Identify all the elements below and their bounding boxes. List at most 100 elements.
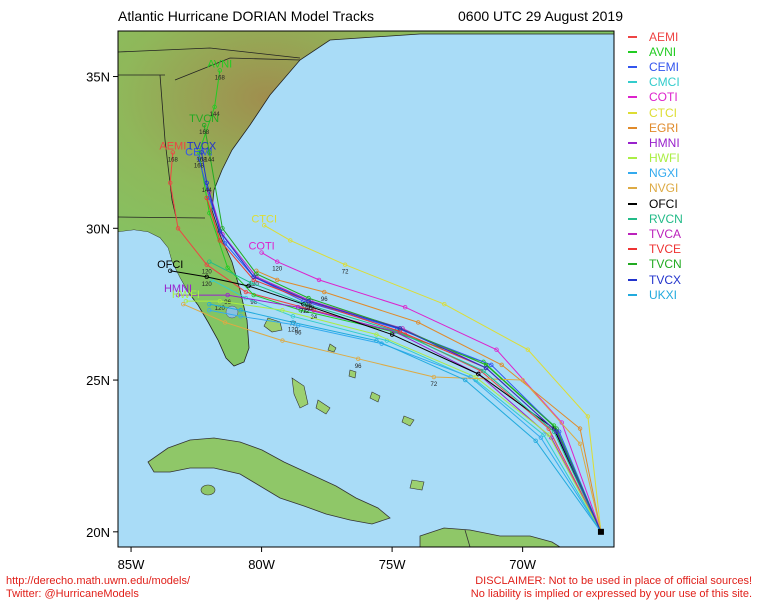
track-point bbox=[181, 301, 186, 307]
track-point bbox=[554, 426, 559, 431]
legend-item-ukxi: UKXI bbox=[628, 287, 683, 302]
track-line bbox=[170, 270, 602, 533]
track-line bbox=[263, 224, 602, 532]
legend-label: TVCE bbox=[649, 242, 682, 257]
forecast-hour-label: 144 bbox=[204, 157, 215, 163]
track-ctci: 72 CTCI bbox=[251, 213, 602, 532]
track-end-label: HMNI bbox=[164, 283, 192, 295]
legend-swatch bbox=[628, 263, 637, 266]
forecast-hour-label: 144 bbox=[202, 188, 213, 194]
disclaimer-line-2: No liability is implied or expressed by … bbox=[470, 588, 752, 600]
cuba bbox=[147, 437, 391, 525]
legend-swatch bbox=[628, 35, 637, 38]
track-line bbox=[256, 270, 602, 532]
track-point bbox=[483, 362, 489, 368]
track-point bbox=[585, 414, 591, 419]
lon-tick-label: 75W bbox=[379, 557, 406, 572]
legend-swatch bbox=[628, 111, 637, 114]
legend-swatch bbox=[628, 172, 637, 175]
disclaimer-line-1: DISCLAIMER: Not to be used in place of o… bbox=[475, 575, 752, 587]
track-point bbox=[243, 289, 249, 295]
legend-item-coti: COTI bbox=[628, 90, 683, 105]
legend-item-nvgi: NVGI bbox=[628, 181, 683, 196]
track-line bbox=[183, 303, 602, 532]
hispaniola bbox=[419, 527, 561, 547]
legend-label: AVNI bbox=[649, 44, 677, 59]
track-line bbox=[198, 70, 602, 533]
forecast-hour-label: 96 bbox=[224, 300, 231, 306]
track-point bbox=[499, 362, 504, 368]
legend-item-tvcx: TVCX bbox=[628, 272, 683, 287]
track-point bbox=[355, 356, 361, 362]
track-end-label: TVCN bbox=[189, 113, 219, 125]
legend-label: CEMI bbox=[649, 59, 679, 74]
legend-label: OFCI bbox=[649, 196, 678, 211]
legend-swatch bbox=[628, 81, 637, 84]
track-point bbox=[431, 374, 437, 380]
track-point bbox=[238, 314, 243, 319]
legend-swatch bbox=[628, 96, 637, 99]
track-point bbox=[204, 180, 209, 185]
track-point bbox=[468, 374, 473, 380]
track-point bbox=[207, 308, 212, 313]
track-point bbox=[306, 298, 311, 304]
track-point bbox=[288, 238, 293, 243]
track-point bbox=[222, 320, 228, 325]
track-point bbox=[207, 259, 212, 264]
map-frame bbox=[117, 30, 615, 548]
track-point bbox=[201, 122, 207, 128]
legend-item-ofci: OFCI bbox=[628, 196, 683, 211]
isle-of-youth bbox=[200, 484, 216, 496]
legend-item-aemi: AEMI bbox=[628, 29, 683, 44]
lat-tick-label: 35N bbox=[86, 70, 110, 85]
model-tracks: 24120168AEMI96144168AVNI120168CEMI72120C… bbox=[157, 58, 604, 535]
legend-item-rvcn: RVCN bbox=[628, 211, 683, 226]
track-point bbox=[196, 156, 202, 161]
forecast-hour-label: 96 bbox=[295, 330, 302, 336]
track-point bbox=[199, 150, 204, 155]
footer-twitter[interactable]: Twitter: @HurricaneModels bbox=[6, 588, 139, 600]
forecast-hour-label: 120 bbox=[272, 267, 283, 273]
us-southeast-land bbox=[118, 31, 614, 367]
track-ukxi: 120 bbox=[207, 301, 602, 533]
track-end-label: OFCI bbox=[157, 259, 183, 271]
forecast-hour-label: 96 bbox=[250, 300, 257, 306]
forecast-hour-label: 72 bbox=[303, 309, 310, 315]
track-point bbox=[212, 104, 217, 110]
forecast-hour-label: 120 bbox=[202, 270, 213, 276]
forecast-hour-label: 168 bbox=[199, 130, 210, 136]
track-point bbox=[525, 347, 531, 352]
track-line bbox=[209, 303, 602, 533]
lon-tick-label: 70W bbox=[509, 557, 536, 572]
lon-tick-label: 85W bbox=[118, 557, 145, 572]
track-end-label: AEMI bbox=[159, 140, 186, 152]
track-point bbox=[494, 347, 499, 352]
track-point bbox=[254, 271, 259, 277]
map-title: Atlantic Hurricane DORIAN Model Tracks bbox=[118, 8, 374, 24]
track-point bbox=[280, 338, 285, 343]
forecast-hour-label: 96 bbox=[305, 306, 312, 312]
footer-url[interactable]: http://derecho.math.uwm.edu/models/ bbox=[6, 575, 191, 587]
track-point bbox=[483, 365, 489, 371]
track-point bbox=[303, 301, 309, 307]
legend-item-tvce: TVCE bbox=[628, 242, 683, 257]
valid-time: 0600 UTC 29 August 2019 bbox=[458, 8, 624, 24]
track-point bbox=[397, 329, 403, 334]
legend-label: AEMI bbox=[649, 29, 679, 44]
lat-tick-label: 20N bbox=[86, 525, 110, 540]
track-point bbox=[246, 283, 251, 289]
legend-label: CMCI bbox=[649, 75, 680, 90]
bahamas bbox=[263, 317, 425, 491]
track-end-label: COTI bbox=[248, 241, 274, 253]
forecast-hour-label: 96 bbox=[321, 297, 328, 303]
legend-label: TVCX bbox=[649, 272, 682, 287]
track-point bbox=[442, 301, 447, 307]
legend-label: HWFI bbox=[649, 151, 680, 166]
track-point bbox=[259, 250, 264, 255]
legend-swatch bbox=[628, 141, 637, 144]
legend-swatch bbox=[628, 278, 637, 281]
track-point bbox=[298, 308, 303, 313]
track-point bbox=[261, 223, 267, 228]
